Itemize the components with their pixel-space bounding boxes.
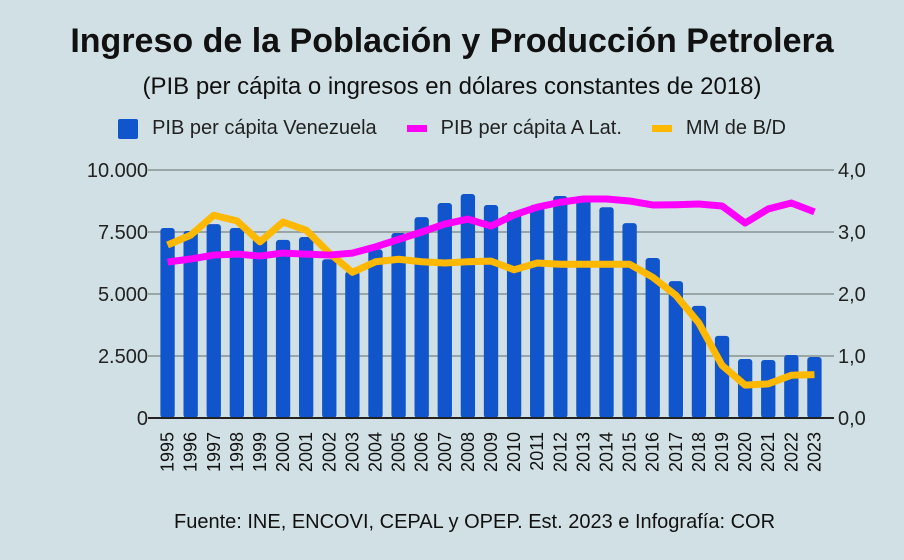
x-tick-label: 2009 — [481, 432, 501, 472]
y-left-tick-label: 0 — [137, 408, 148, 430]
bar-venezuela — [391, 232, 406, 418]
x-tick-label: 1996 — [181, 432, 201, 472]
x-tick-label: 2010 — [504, 432, 524, 472]
bar-venezuela — [506, 212, 522, 418]
x-tick-label: 1995 — [158, 432, 178, 472]
x-tick-label: 2008 — [458, 432, 478, 472]
x-tick-label: 2013 — [573, 432, 593, 472]
bar-venezuela — [299, 236, 314, 418]
y-right-tick-label: 3,0 — [838, 222, 866, 244]
bar-venezuela — [229, 228, 245, 418]
legend-label-alat: PIB per cápita A Lat. — [440, 117, 622, 139]
x-tick-label: 2001 — [296, 432, 316, 472]
x-tick-label: 2004 — [365, 432, 385, 472]
x-tick-label: 2014 — [597, 432, 617, 472]
x-tick-label: 1998 — [227, 432, 247, 472]
bar-venezuela — [160, 228, 175, 418]
legend: PIB per cápita Venezuela PIB per cápita … — [0, 117, 904, 140]
bar-venezuela — [345, 271, 360, 418]
x-tick-label: 2019 — [712, 432, 732, 472]
bar-venezuela — [645, 258, 660, 418]
x-tick-label: 2002 — [319, 432, 339, 472]
legend-label-venezuela: PIB per cápita Venezuela — [152, 117, 377, 139]
legend-swatch-alat — [406, 125, 427, 132]
x-tick-label: 1999 — [250, 432, 270, 472]
x-tick-label: 2021 — [758, 432, 778, 472]
x-tick-label: 1997 — [204, 432, 224, 472]
bar-venezuela — [784, 355, 799, 418]
x-tick-label: 2020 — [735, 432, 755, 472]
bar-venezuela — [553, 196, 568, 418]
bar-venezuela — [668, 281, 683, 418]
bar-venezuela — [714, 335, 730, 418]
x-tick-label: 2012 — [550, 432, 570, 472]
bar-venezuela — [368, 249, 383, 418]
bar-venezuela — [437, 202, 452, 418]
x-tick-label: 2003 — [342, 432, 362, 472]
legend-item-mmbd: MM de B/D — [651, 117, 786, 140]
y-right-tick-label: 1,0 — [838, 346, 866, 368]
bar-venezuela — [183, 231, 198, 418]
bar-venezuela — [530, 204, 545, 418]
y-left-tick-label: 2.500 — [98, 346, 148, 368]
y-right-tick-label: 0,0 — [838, 408, 866, 430]
y-left-tick-label: 7.500 — [98, 222, 148, 244]
bar-venezuela — [576, 196, 591, 418]
bar-venezuela — [483, 204, 499, 418]
bar-venezuela — [622, 223, 637, 418]
x-tick-label: 2007 — [435, 432, 455, 472]
y-left-tick-label: 5.000 — [98, 284, 148, 306]
chart-subtitle: (PIB per cápita o ingresos en dólares co… — [142, 73, 762, 100]
x-tick-label: 2018 — [689, 432, 709, 472]
x-tick-label: 2005 — [389, 432, 409, 472]
legend-swatch-venezuela — [118, 118, 139, 139]
y-left-tick-label: 10.000 — [87, 160, 148, 182]
bar-venezuela — [322, 259, 337, 418]
x-tick-label: 2011 — [527, 432, 547, 471]
x-tick-label: 2016 — [643, 432, 663, 472]
legend-item-venezuela: PIB per cápita Venezuela — [118, 117, 377, 140]
bar-venezuela — [761, 359, 776, 418]
bar-venezuela — [414, 217, 429, 418]
bar-venezuela — [460, 194, 476, 418]
legend-label-mmbd: MM de B/D — [685, 117, 786, 139]
y-right-tick-label: 4,0 — [838, 160, 866, 182]
x-tick-label: 2022 — [781, 432, 801, 472]
bar-venezuela — [206, 224, 221, 418]
y-right-tick-label: 2,0 — [838, 284, 866, 306]
bar-venezuela — [599, 207, 614, 418]
bar-venezuela — [807, 356, 822, 418]
x-tick-label: 2023 — [804, 432, 824, 472]
x-tick-label: 2015 — [620, 432, 640, 472]
legend-swatch-mmbd — [651, 125, 672, 132]
x-tick-label: 2006 — [412, 432, 432, 472]
legend-item-alat: PIB per cápita A Lat. — [406, 117, 622, 140]
chart-footer: Fuente: INE, ENCOVI, CEPAL y OPEP. Est. … — [174, 511, 776, 533]
x-tick-label: 2000 — [273, 432, 293, 472]
bar-venezuela — [252, 237, 268, 418]
chart-title: Ingreso de la Población y Producción Pet… — [70, 22, 834, 60]
x-tick-label: 2017 — [666, 432, 686, 472]
bar-venezuela — [275, 239, 291, 418]
